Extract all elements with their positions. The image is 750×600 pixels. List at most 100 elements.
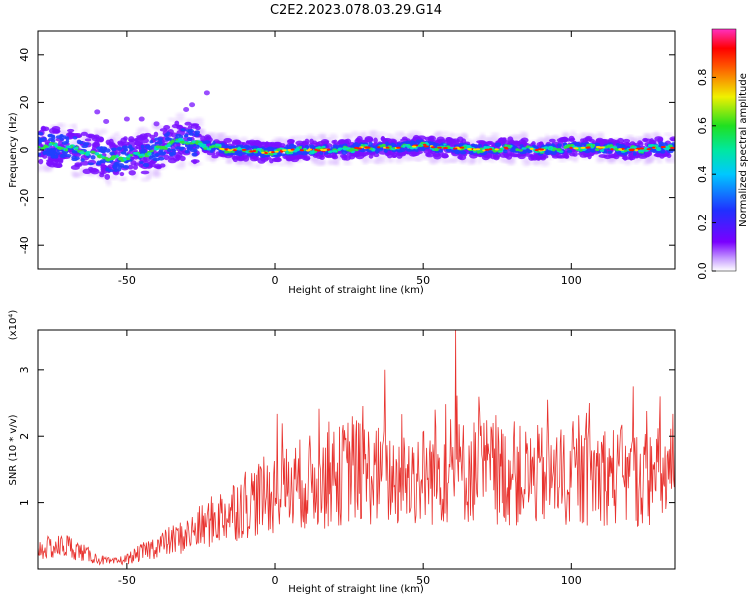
spectrogram-core-blob — [111, 147, 116, 152]
spectrogram-core-blob — [397, 149, 402, 153]
spectrogram-halo-blob — [321, 134, 326, 141]
spectrogram-halo-blob — [68, 124, 77, 128]
spectrogram-ridge-blob — [599, 148, 605, 153]
spectrogram-peak-blob — [585, 146, 590, 149]
spectrogram-ridge-blob — [521, 147, 527, 150]
spectrogram-core-blob — [580, 142, 585, 146]
spectrogram-halo-blob — [253, 163, 262, 169]
spectrogram-core-blob — [166, 147, 172, 153]
spectrogram-band-blob — [159, 128, 168, 132]
spectrogram-core-blob — [158, 140, 163, 145]
spectrogram-core-blob — [418, 146, 425, 151]
spectrogram-ridge-blob — [426, 142, 430, 146]
spectrogram-ridge-blob — [586, 143, 592, 147]
spectrogram-band-blob — [90, 168, 100, 175]
spectrogram-peak-blob — [249, 150, 255, 153]
spectrogram-band-blob — [498, 137, 505, 143]
spectrogram-ridge-blob — [125, 157, 131, 161]
spectrogram-stray-blob — [153, 121, 160, 127]
spectrogram-peak-blob — [233, 149, 237, 152]
spectrogram-core-blob — [53, 154, 59, 159]
spectrogram-core-blob — [152, 157, 158, 161]
spectrogram-ridge-blob — [292, 150, 298, 153]
spectrogram-band-blob — [560, 138, 567, 142]
spectrogram-band-blob — [74, 163, 83, 168]
spectrogram-halo-blob — [376, 132, 387, 137]
spectrogram-peak-blob — [299, 149, 304, 152]
spectrogram-halo-blob — [507, 158, 515, 165]
spectrogram-core-blob — [139, 161, 144, 165]
spectrogram-peak-blob — [326, 148, 331, 151]
spectrogram-halo-blob — [111, 133, 119, 138]
spectrogram-core-blob — [149, 140, 154, 144]
spectrogram-ridge-blob — [147, 152, 152, 156]
spectrogram-ridge-blob — [443, 143, 447, 146]
spectrogram-band-blob — [309, 138, 314, 145]
spectrogram-halo-blob — [98, 128, 108, 135]
spectrogram-peak-blob — [271, 151, 275, 154]
spectrogram-core-blob — [171, 151, 177, 156]
spectrogram-ridge-blob — [174, 140, 181, 143]
spectrogram-band-blob — [654, 136, 664, 142]
spectrogram-ridge-blob — [132, 152, 138, 155]
spectrogram-core-blob — [50, 138, 56, 143]
colorbar-label: Normalized spectral amplitude — [738, 73, 749, 227]
spectrogram-halo-blob — [94, 128, 99, 135]
spectrogram-halo-blob — [294, 135, 303, 141]
spectrogram-marks — [38, 90, 675, 187]
spectrogram-ridge-blob — [515, 148, 520, 152]
spectrogram-band-blob — [649, 139, 656, 145]
spectrogram-halo-blob — [489, 136, 497, 142]
spectrogram-band-blob — [52, 162, 63, 168]
spectrogram-core-blob — [478, 143, 483, 149]
spectrogram-peak-blob — [430, 146, 435, 149]
spectrogram-ridge-blob — [217, 146, 222, 149]
spectrogram-peak-blob — [261, 151, 265, 154]
spectrogram-core-blob — [71, 157, 78, 162]
snr-y-tick-label: 1 — [18, 499, 31, 506]
spectrogram-halo-blob — [373, 159, 378, 164]
spectrogram-core-blob — [116, 146, 123, 151]
spectrogram-halo-blob — [301, 135, 308, 139]
spectrogram-ridge-blob — [350, 148, 356, 151]
spectrogram-peak-blob — [452, 147, 458, 150]
spectrogram-peak-blob — [281, 149, 287, 152]
spectrogram-band-blob — [512, 140, 521, 147]
spectrogram-core-blob — [174, 146, 182, 150]
spectrogram-core-blob — [541, 144, 546, 148]
spectrogram-halo-blob — [243, 161, 251, 166]
snr-y-ticks: 1 2 3 — [18, 366, 675, 506]
spectrogram-core-blob — [154, 137, 160, 141]
spectrogram-band-blob — [287, 138, 295, 145]
spectrogram-ridge-blob — [86, 152, 90, 155]
spectrogram-x-tick-label: 100 — [561, 274, 582, 287]
spectrogram-ridge-blob — [224, 150, 229, 154]
spectrogram-core-blob — [352, 142, 359, 147]
spectrogram-band-blob — [302, 156, 311, 161]
spectrogram-y-tick-label: 40 — [18, 48, 31, 62]
spectrogram-core-blob — [129, 146, 134, 152]
spectrogram-ridge-blob — [381, 143, 386, 147]
snr-panel: -50 0 50 100 1 2 3 Height of straight line (k… — [8, 310, 676, 595]
spectrogram-ridge-blob — [206, 147, 212, 151]
colorbar-tick-label: 0.0 — [696, 262, 709, 280]
spectrogram-peak-blob — [396, 146, 401, 149]
spectrogram-band-blob — [170, 132, 178, 138]
spectrogram-halo-blob — [539, 160, 550, 167]
spectrogram-peak-blob — [274, 150, 279, 153]
spectrogram-band-blob — [92, 142, 100, 148]
spectrogram-ridge-blob — [167, 143, 172, 146]
spectrogram-band-blob — [340, 153, 347, 159]
spectrogram-ridge-blob — [60, 147, 64, 150]
spectrogram-halo-blob — [449, 158, 458, 163]
spectrogram-core-blob — [309, 144, 315, 149]
spectrogram-core-blob — [651, 148, 658, 153]
spectrogram-stray-blob — [94, 109, 101, 115]
spectrogram-band-blob — [380, 135, 386, 142]
spectrogram-core-blob — [41, 137, 47, 141]
snr-y-tick-label: 2 — [18, 433, 31, 440]
spectrogram-band-blob — [104, 173, 111, 180]
spectrogram-core-blob — [671, 142, 675, 145]
spectrogram-halo-blob — [381, 158, 387, 164]
spectrogram-halo-blob — [306, 133, 315, 140]
